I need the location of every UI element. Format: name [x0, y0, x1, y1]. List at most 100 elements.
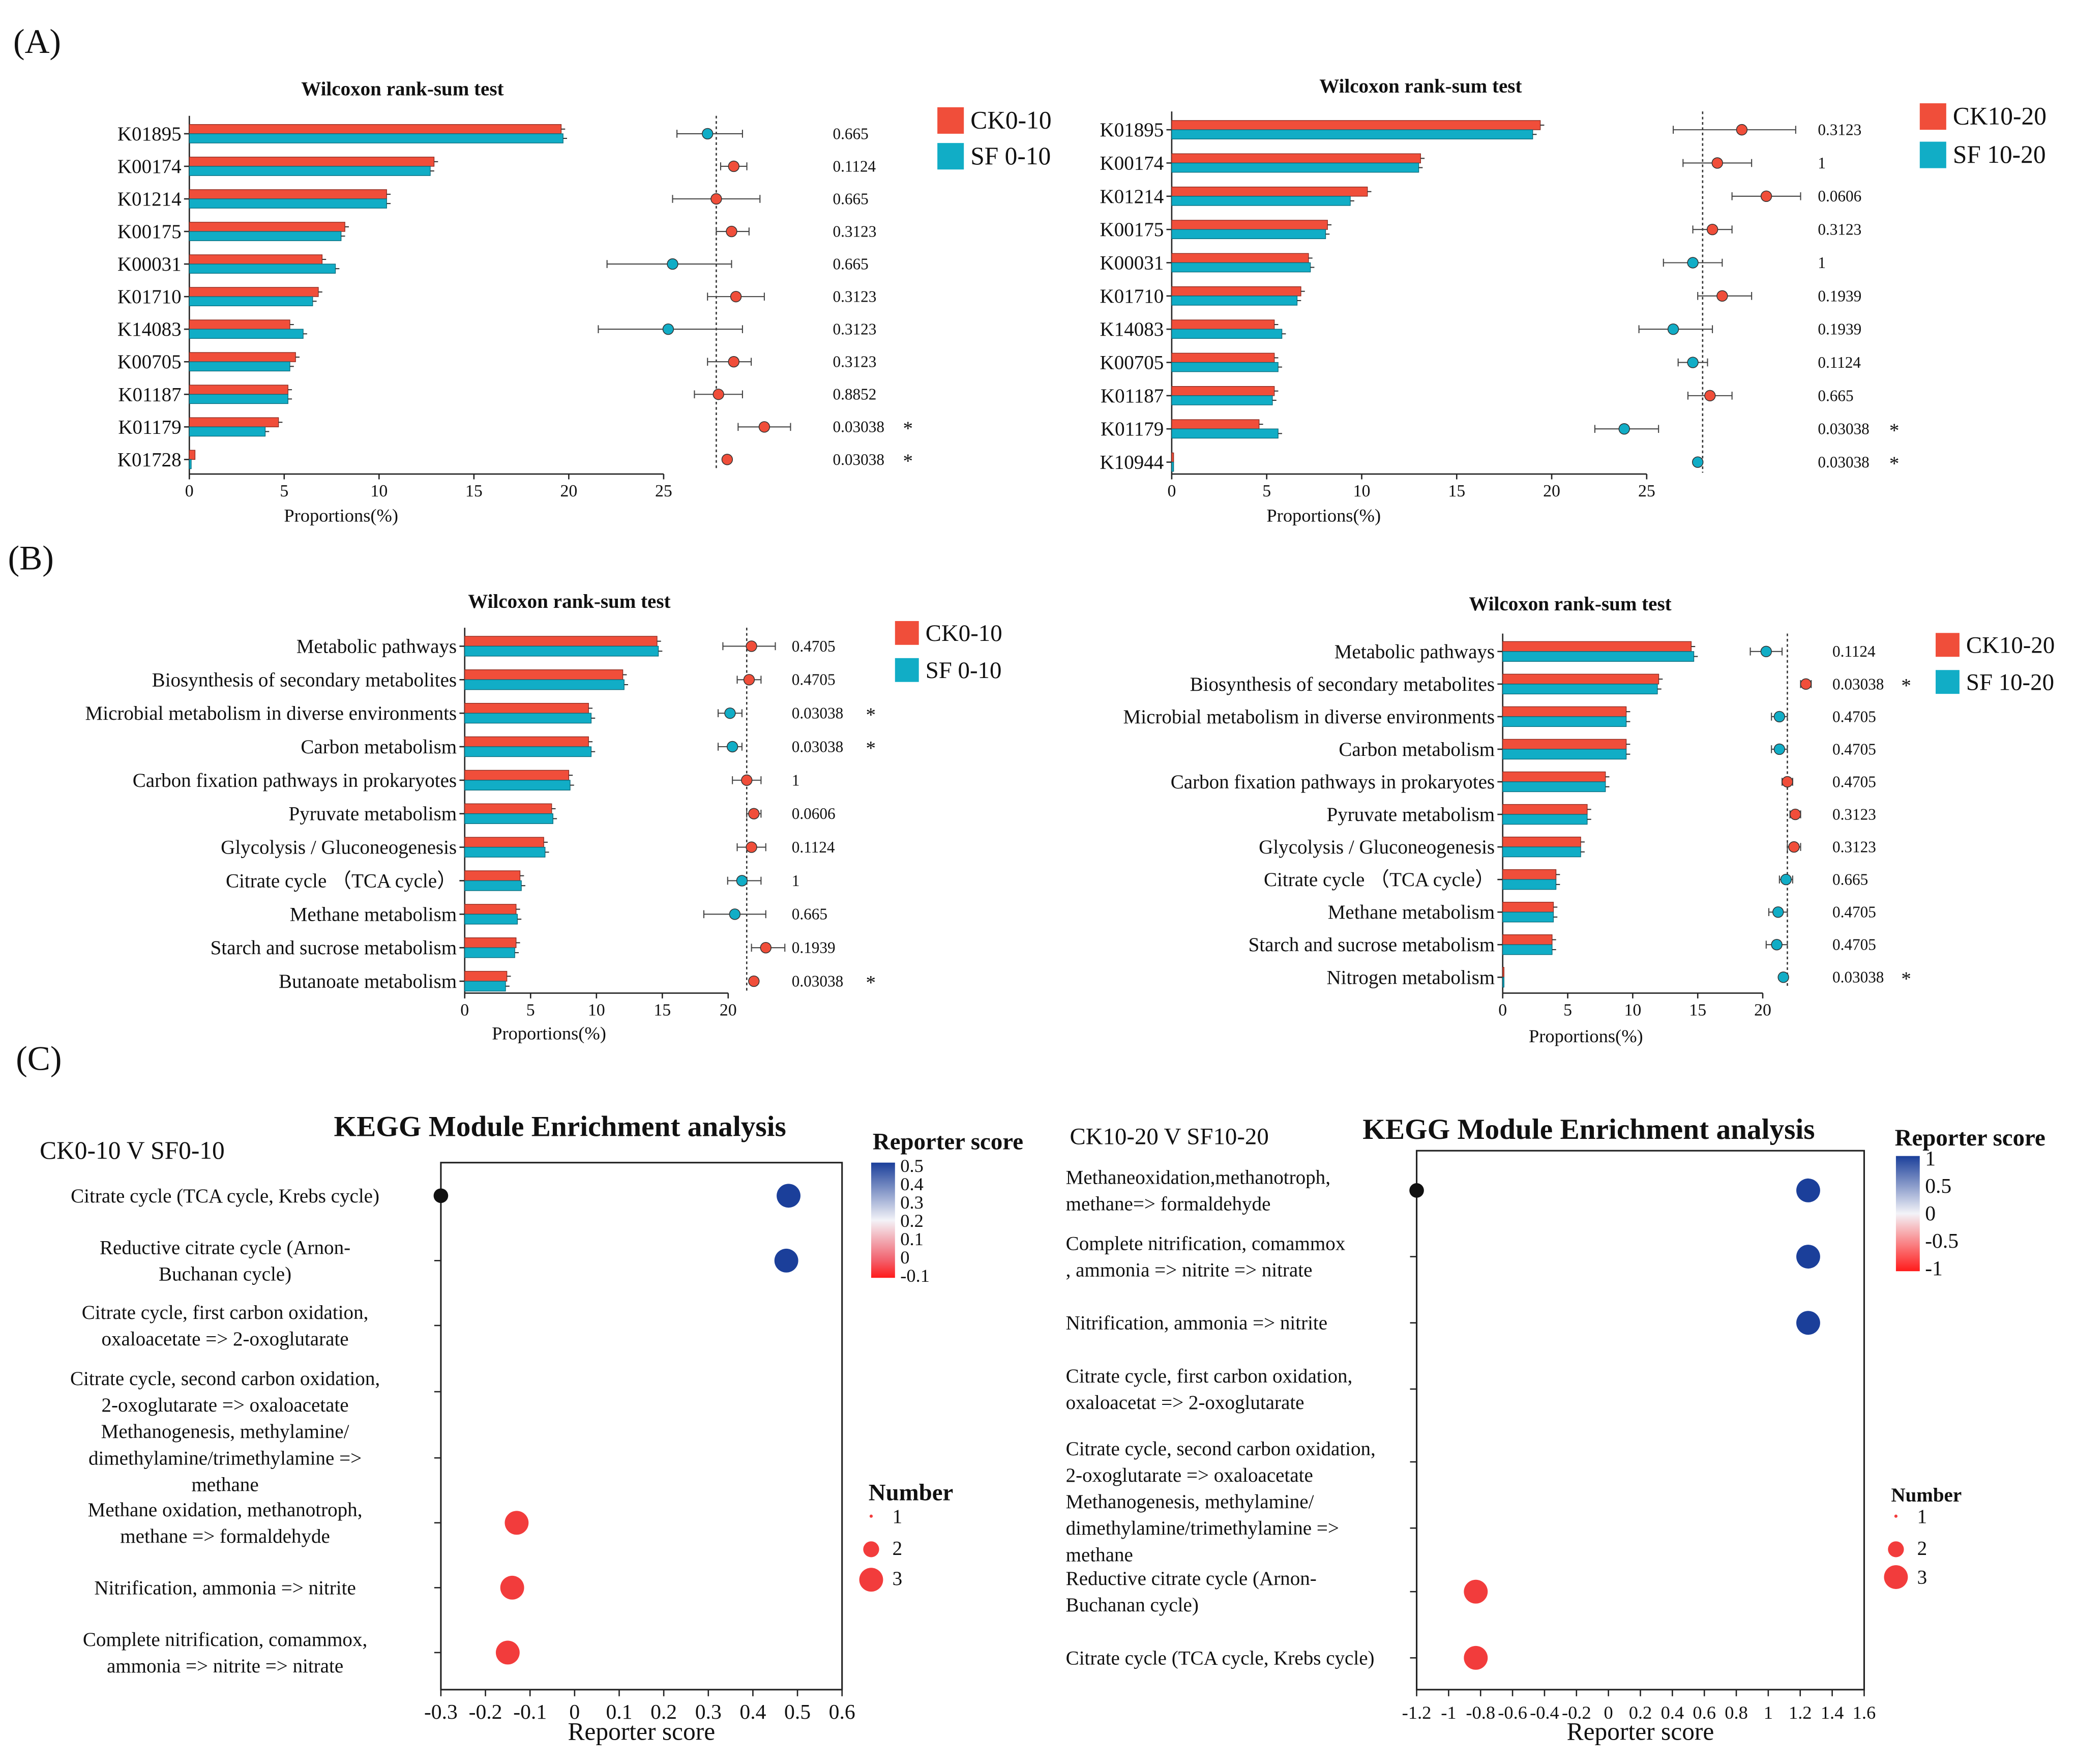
bar-ck	[189, 157, 435, 167]
bar-ck	[189, 254, 323, 264]
ci-point	[1687, 257, 1699, 269]
ci-point	[702, 128, 714, 140]
x-tick-label: 15	[1448, 482, 1465, 501]
bar-ck	[1502, 901, 1554, 913]
bar-ck	[189, 124, 562, 134]
size-legend-title: Number	[869, 1480, 954, 1506]
bar-sf	[189, 426, 266, 437]
category-label: K00175	[117, 221, 182, 243]
category-label: dimethylamine/trimethylamine =>	[88, 1447, 362, 1469]
category-label: Biosynthesis of secondary metabolites	[1190, 673, 1495, 695]
bar-sf	[1502, 716, 1627, 727]
x-tick-label: 1.2	[1789, 1702, 1812, 1723]
x-tick-label: 10	[1353, 482, 1371, 501]
x-tick-label: 0.2	[1629, 1702, 1652, 1723]
bar-sf	[464, 780, 571, 791]
colorbar-tick-label: 0.5	[1925, 1174, 1951, 1198]
category-label: Citrate cycle (TCA cycle, Krebs cycle)	[71, 1185, 379, 1207]
category-label: Metabolic pathways	[1334, 641, 1495, 663]
legend-swatch	[1936, 670, 1960, 694]
category-label: Nitrification, ammonia => nitrite	[94, 1577, 355, 1599]
category-label: Nitrogen metabolism	[1327, 966, 1495, 988]
bar-ck	[1171, 153, 1421, 164]
chart-title: Wilcoxon rank-sum test	[468, 591, 670, 612]
category-label: Nitrification, ammonia => nitrite	[1066, 1312, 1327, 1334]
ci-point	[1772, 906, 1784, 918]
category-label: K00174	[1100, 152, 1164, 174]
p-value: 0.4705	[792, 637, 836, 655]
ci-point	[743, 674, 755, 686]
legend-swatch	[895, 658, 919, 682]
category-label: Buchanan cycle)	[159, 1263, 291, 1285]
bar-sf	[464, 846, 546, 858]
x-tick-label: 10	[1624, 1001, 1641, 1020]
category-label: Butanoate metabolism	[279, 971, 457, 992]
p-value: 0.1939	[792, 939, 836, 957]
bar-ck	[1171, 220, 1328, 230]
x-tick-label: 10	[370, 482, 388, 501]
ci-point	[748, 975, 760, 987]
chart-subtitle: CK10-20 V SF10-20	[1070, 1123, 1268, 1150]
legend-label: SF 0-10	[970, 142, 1051, 170]
x-tick-label: -0.2	[1562, 1702, 1591, 1723]
ci-point	[721, 454, 733, 465]
x-axis-label: Reporter score	[1567, 1718, 1714, 1746]
bar-ck	[189, 287, 319, 297]
p-value: 0.1124	[1832, 642, 1876, 660]
chart-title: KEGG Module Enrichment analysis	[334, 1111, 786, 1143]
size-legend-marker	[869, 1514, 873, 1518]
ci-point	[1782, 776, 1793, 788]
bar-sf	[189, 329, 304, 339]
x-tick-label: -1	[1441, 1702, 1456, 1723]
x-tick-label: -1.2	[1402, 1702, 1432, 1723]
bar-sf	[189, 263, 336, 274]
ci-point	[730, 290, 742, 303]
category-label: oxaloacetat => 2-oxoglutarate	[1066, 1392, 1304, 1414]
size-legend-label: 1	[893, 1506, 903, 1527]
x-tick-label: 1	[1764, 1702, 1773, 1723]
category-label: methane	[191, 1474, 258, 1495]
bar-sf	[1502, 749, 1627, 760]
p-value: 0.4705	[1832, 773, 1876, 790]
x-tick-label: 0	[1604, 1702, 1613, 1723]
bar-sf	[189, 394, 288, 404]
p-value: 0.3123	[1832, 805, 1876, 823]
colorbar-tick-label: 0	[900, 1247, 909, 1268]
x-tick-label: 25	[1638, 482, 1655, 501]
p-value: 0.03038	[1832, 968, 1884, 986]
bar-ck	[189, 417, 279, 427]
bar-sf	[1502, 814, 1588, 825]
category-label: K01179	[118, 416, 181, 438]
x-tick-label: 0.4	[1661, 1702, 1684, 1723]
ci-point	[746, 841, 757, 853]
colorbar-title: Reporter score	[873, 1129, 1023, 1155]
x-tick-label: 0	[569, 1700, 580, 1724]
category-label: 2-oxoglutarate => oxaloacetate	[1066, 1464, 1313, 1486]
size-legend-marker	[1894, 1514, 1898, 1518]
x-axis-label: Proportions(%)	[492, 1023, 606, 1044]
panel-label-b: (B)	[8, 539, 54, 577]
category-label: K01214	[117, 188, 182, 210]
category-label: dimethylamine/trimethylamine =>	[1066, 1517, 1339, 1539]
chart-a2: Wilcoxon rank-sum test 0 5 10 15 20 25 Proporti…	[1100, 75, 2047, 525]
p-value: 0.3123	[833, 288, 876, 306]
ci-point	[710, 193, 722, 205]
category-label: Methane metabolism	[290, 903, 457, 925]
ci-point	[758, 421, 770, 433]
category-label: Citrate cycle, first carbon oxidation,	[82, 1302, 369, 1324]
ci-point	[1771, 939, 1783, 951]
bar-sf	[189, 231, 342, 241]
x-tick-label: 20	[1543, 482, 1560, 501]
x-tick-label: 25	[655, 482, 672, 501]
x-tick-label: 5	[526, 1001, 535, 1020]
category-label: K01187	[118, 384, 181, 405]
x-tick-label: 0.8	[1725, 1702, 1748, 1723]
significance-star: *	[866, 704, 876, 726]
x-tick-label: 0.1	[606, 1700, 632, 1724]
bar-sf	[464, 746, 592, 757]
p-value: 0.665	[833, 125, 868, 142]
category-label: Reductive citrate cycle (Arnon-	[1066, 1568, 1317, 1590]
ci-point	[1760, 645, 1772, 658]
category-label: Complete nitrification, comammox	[1066, 1233, 1346, 1255]
p-value: 0.3123	[1832, 838, 1876, 856]
